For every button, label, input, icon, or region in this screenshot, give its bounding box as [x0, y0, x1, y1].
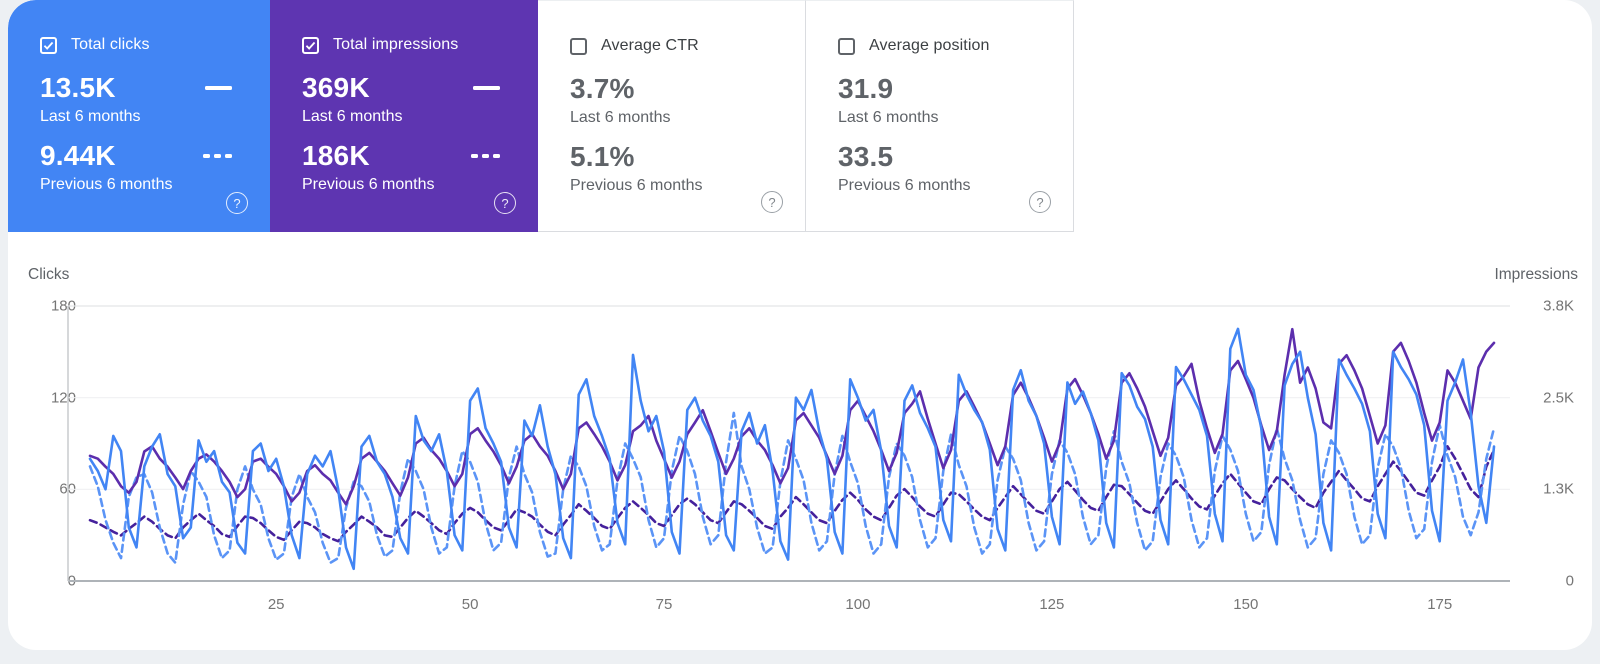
- total-impressions-checkbox[interactable]: [302, 36, 319, 54]
- previous-period-label: Previous 6 months: [302, 176, 435, 193]
- current-value: 3.7%: [570, 73, 635, 104]
- current-period-label: Last 6 months: [838, 109, 939, 126]
- clicks-last-6-months-line[interactable]: [88, 327, 1496, 571]
- question-mark-glyph: ?: [768, 194, 776, 210]
- previous-period-label: Previous 6 months: [40, 176, 173, 193]
- previous-period-label: Previous 6 months: [838, 177, 971, 194]
- card-title: Average position: [869, 37, 990, 54]
- card-title: Total impressions: [333, 36, 459, 53]
- help-icon[interactable]: ?: [761, 191, 783, 213]
- solid-line-legend-icon: [473, 86, 500, 90]
- previous-value: 5.1%: [570, 141, 635, 172]
- performance-report-panel: Total clicks 13.5K Last 6 months 9.44K P…: [8, 0, 1592, 650]
- question-mark-glyph: ?: [501, 195, 509, 211]
- help-icon[interactable]: ?: [494, 192, 516, 214]
- solid-line-legend-icon: [205, 86, 232, 90]
- question-mark-glyph: ?: [1036, 194, 1044, 210]
- metric-card-average-ctr[interactable]: Average CTR 3.7% Last 6 months 5.1% Prev…: [538, 0, 806, 232]
- current-value: 31.9: [838, 73, 894, 104]
- dashed-line-legend-icon: [471, 154, 500, 158]
- current-period-label: Last 6 months: [40, 108, 141, 125]
- previous-value: 33.5: [838, 141, 894, 172]
- metric-cards-row: Total clicks 13.5K Last 6 months 9.44K P…: [8, 0, 1074, 232]
- help-icon[interactable]: ?: [1029, 191, 1051, 213]
- previous-period-label: Previous 6 months: [570, 177, 703, 194]
- dashed-line-legend-icon: [203, 154, 232, 158]
- metric-card-total-impressions[interactable]: Total impressions 369K Last 6 months 186…: [270, 0, 538, 232]
- previous-value: 9.44K: [40, 140, 116, 171]
- total-clicks-checkbox[interactable]: [40, 36, 57, 54]
- card-title: Average CTR: [601, 37, 699, 54]
- checkmark-icon: [43, 41, 54, 50]
- average-ctr-checkbox[interactable]: [570, 37, 587, 55]
- checkmark-icon: [305, 41, 316, 50]
- chart-plot-svg[interactable]: [8, 240, 1592, 650]
- help-icon[interactable]: ?: [226, 192, 248, 214]
- current-period-label: Last 6 months: [570, 109, 671, 126]
- current-period-label: Last 6 months: [302, 108, 403, 125]
- metric-card-average-position[interactable]: Average position 31.9 Last 6 months 33.5…: [806, 0, 1074, 232]
- current-value: 13.5K: [40, 72, 116, 103]
- card-title: Total clicks: [71, 36, 150, 53]
- current-value: 369K: [302, 72, 370, 103]
- average-position-checkbox[interactable]: [838, 37, 855, 55]
- question-mark-glyph: ?: [233, 195, 241, 211]
- metric-card-total-clicks[interactable]: Total clicks 13.5K Last 6 months 9.44K P…: [8, 0, 270, 232]
- previous-value: 186K: [302, 140, 370, 171]
